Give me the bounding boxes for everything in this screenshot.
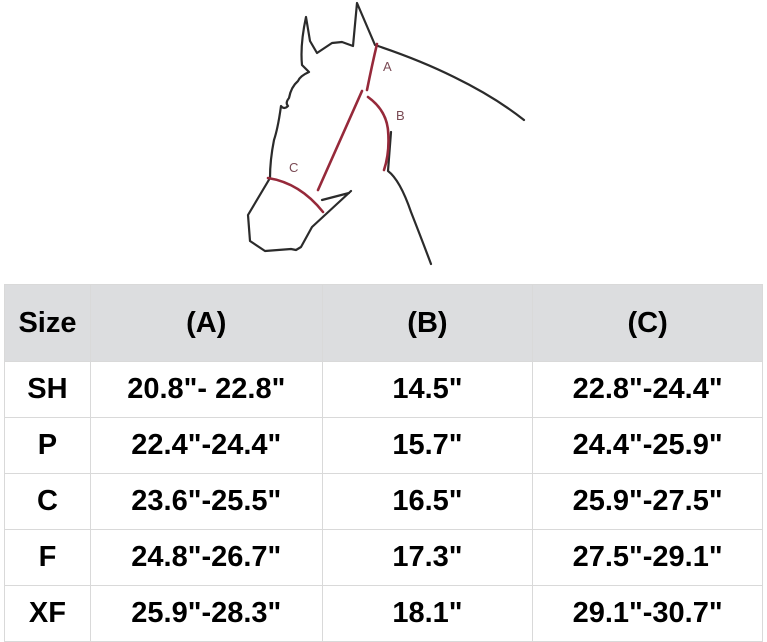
svg-text:B: B xyxy=(396,108,405,123)
svg-text:A: A xyxy=(383,59,392,74)
svg-text:C: C xyxy=(289,160,298,175)
